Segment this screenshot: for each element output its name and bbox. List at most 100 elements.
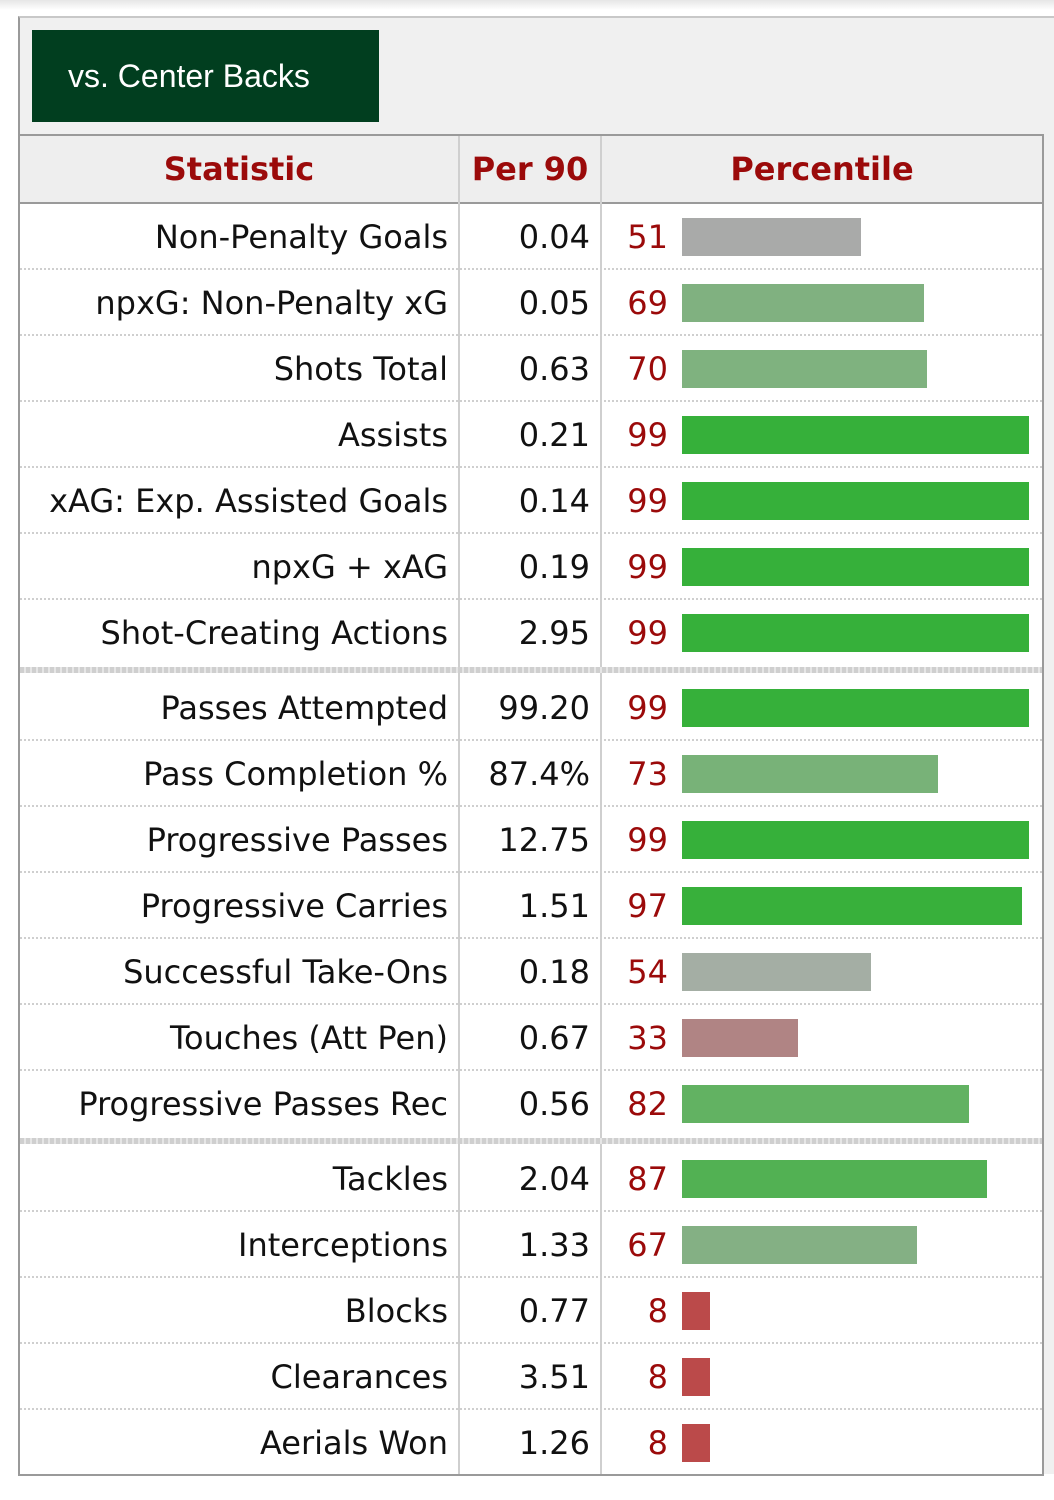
- row-divider: [20, 1408, 1042, 1410]
- percentile-bar: [682, 1085, 969, 1123]
- percentile-value: 8: [647, 1424, 668, 1462]
- percentile-value: 99: [627, 689, 668, 727]
- table-row[interactable]: npxG + xAG 0.19 99: [20, 534, 1042, 600]
- table-row[interactable]: Aerials Won 1.26 8: [20, 1410, 1042, 1476]
- table-row[interactable]: Tackles 2.04 87: [20, 1146, 1042, 1212]
- percentile-bar: [682, 1424, 710, 1462]
- table-row[interactable]: npxG: Non-Penalty xG 0.05 69: [20, 270, 1042, 336]
- per90-value: 1.26: [518, 1424, 590, 1462]
- tab-vs-center-backs[interactable]: vs. Center Backs: [32, 30, 379, 122]
- table-row[interactable]: Shots Total 0.63 70: [20, 336, 1042, 402]
- stat-name: Pass Completion %: [143, 755, 448, 793]
- per90-value: 0.77: [518, 1292, 590, 1330]
- table-row[interactable]: Progressive Passes 12.75 99: [20, 807, 1042, 873]
- percentile-value: 99: [627, 482, 668, 520]
- stat-name: Touches (Att Pen): [169, 1019, 448, 1057]
- per90-value: 0.67: [518, 1019, 590, 1057]
- table-row[interactable]: Successful Take-Ons 0.18 54: [20, 939, 1042, 1005]
- stat-name: Passes Attempted: [160, 689, 448, 727]
- percentile-bar: [682, 218, 861, 256]
- per90-value: 87.4%: [488, 755, 590, 793]
- stat-name: Non-Penalty Goals: [154, 218, 448, 256]
- header-percentile[interactable]: Percentile: [730, 150, 914, 188]
- row-divider: [20, 334, 1042, 336]
- row-divider: [20, 871, 1042, 873]
- table-row[interactable]: Assists 0.21 99: [20, 402, 1042, 468]
- header-per90[interactable]: Per 90: [471, 150, 589, 188]
- per90-value: 0.19: [518, 548, 590, 586]
- stat-name: Interceptions: [238, 1226, 448, 1264]
- stat-name: Successful Take-Ons: [123, 953, 448, 991]
- table-row[interactable]: Clearances 3.51 8: [20, 1344, 1042, 1410]
- percentile-value: 97: [627, 887, 668, 925]
- percentile-bar: [682, 1292, 710, 1330]
- percentile-bar: [682, 482, 1029, 520]
- percentile-value: 33: [627, 1019, 668, 1057]
- percentile-value: 69: [627, 284, 668, 322]
- table-row[interactable]: Shot-Creating Actions 2.95 99: [20, 600, 1042, 666]
- per90-value: 0.18: [518, 953, 590, 991]
- stat-name: Tackles: [332, 1160, 448, 1198]
- table-row[interactable]: Pass Completion % 87.4% 73: [20, 741, 1042, 807]
- row-divider: [20, 1003, 1042, 1005]
- stat-name: Shot-Creating Actions: [100, 614, 448, 652]
- percentile-bar: [682, 284, 924, 322]
- percentile-table: Statistic Per 90 Percentile Non-Penalty …: [18, 134, 1044, 1476]
- table-row[interactable]: Progressive Carries 1.51 97: [20, 873, 1042, 939]
- percentile-value: 99: [627, 614, 668, 652]
- stat-name: Progressive Passes Rec: [78, 1085, 448, 1123]
- row-divider: [20, 1069, 1042, 1071]
- table-row[interactable]: Interceptions 1.33 67: [20, 1212, 1042, 1278]
- row-divider: [20, 268, 1042, 270]
- table-row[interactable]: xAG: Exp. Assisted Goals 0.14 99: [20, 468, 1042, 534]
- percentile-bar: [682, 1019, 798, 1057]
- per90-value: 1.33: [518, 1226, 590, 1264]
- stat-name: Shots Total: [273, 350, 448, 388]
- percentile-bar: [682, 821, 1029, 859]
- stat-name: Assists: [337, 416, 448, 454]
- percentile-value: 99: [627, 821, 668, 859]
- percentile-value: 82: [627, 1085, 668, 1123]
- percentile-bar: [682, 614, 1029, 652]
- per90-value: 0.04: [518, 218, 590, 256]
- percentile-bar: [682, 1358, 710, 1396]
- stat-name: npxG: Non-Penalty xG: [95, 284, 448, 322]
- percentile-bar: [682, 1160, 987, 1198]
- stat-name: npxG + xAG: [251, 548, 448, 586]
- row-divider: [20, 1210, 1042, 1212]
- percentile-bar: [682, 1226, 917, 1264]
- table-row[interactable]: Touches (Att Pen) 0.67 33: [20, 1005, 1042, 1071]
- percentile-value: 8: [647, 1292, 668, 1330]
- per90-value: 0.14: [518, 482, 590, 520]
- table-row[interactable]: Non-Penalty Goals 0.04 51: [20, 204, 1042, 270]
- percentile-bar: [682, 953, 871, 991]
- percentile-bar: [682, 350, 927, 388]
- stat-name: Progressive Passes: [146, 821, 448, 859]
- percentile-bar: [682, 548, 1029, 586]
- percentile-value: 87: [627, 1160, 668, 1198]
- percentile-value: 99: [627, 548, 668, 586]
- row-divider: [20, 739, 1042, 741]
- row-divider: [20, 1276, 1042, 1278]
- group-separator: [20, 1138, 1042, 1144]
- percentile-value: 54: [627, 953, 668, 991]
- top-shadow: [0, 0, 1054, 10]
- percentile-value: 70: [627, 350, 668, 388]
- percentile-value: 73: [627, 755, 668, 793]
- row-divider: [20, 598, 1042, 600]
- per90-value: 0.63: [518, 350, 590, 388]
- table-row[interactable]: Blocks 0.77 8: [20, 1278, 1042, 1344]
- per90-value: 12.75: [498, 821, 590, 859]
- per90-value: 1.51: [518, 887, 590, 925]
- group-separator: [20, 667, 1042, 673]
- per90-value: 2.04: [518, 1160, 590, 1198]
- per90-value: 2.95: [518, 614, 590, 652]
- table-row[interactable]: Passes Attempted 99.20 99: [20, 675, 1042, 741]
- per90-value: 0.21: [518, 416, 590, 454]
- row-divider: [20, 937, 1042, 939]
- stat-name: xAG: Exp. Assisted Goals: [49, 482, 448, 520]
- table-header: Statistic Per 90 Percentile: [20, 136, 1042, 204]
- table-row[interactable]: Progressive Passes Rec 0.56 82: [20, 1071, 1042, 1137]
- header-statistic[interactable]: Statistic: [163, 150, 315, 188]
- row-divider: [20, 466, 1042, 468]
